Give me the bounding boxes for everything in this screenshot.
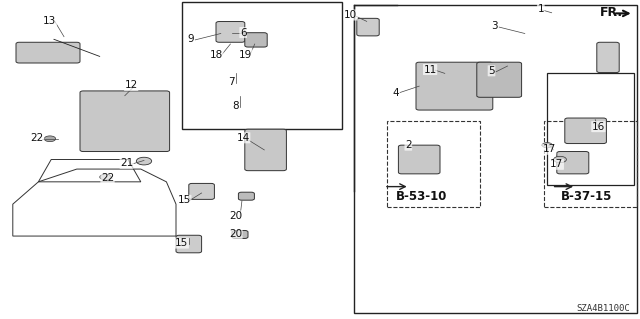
FancyBboxPatch shape	[416, 62, 493, 110]
Text: 13: 13	[44, 16, 56, 26]
Text: 10: 10	[344, 10, 357, 20]
Text: 18: 18	[210, 50, 223, 60]
Text: 16: 16	[592, 122, 605, 132]
Text: 6: 6	[240, 27, 246, 38]
Circle shape	[542, 143, 552, 148]
Circle shape	[100, 174, 111, 180]
Text: B-37-15: B-37-15	[561, 190, 612, 203]
Text: 15: 15	[178, 195, 191, 205]
Text: 14: 14	[237, 133, 250, 143]
FancyBboxPatch shape	[216, 21, 244, 42]
Text: 22: 22	[31, 133, 44, 143]
Text: 17: 17	[550, 159, 563, 169]
Text: 3: 3	[491, 21, 497, 31]
Text: B-53-10: B-53-10	[396, 190, 447, 203]
FancyBboxPatch shape	[16, 42, 80, 63]
Text: 4: 4	[392, 87, 399, 98]
FancyBboxPatch shape	[398, 145, 440, 174]
FancyBboxPatch shape	[557, 152, 589, 174]
Text: 20: 20	[229, 228, 242, 239]
Text: 7: 7	[228, 77, 235, 87]
FancyBboxPatch shape	[357, 18, 380, 36]
Text: 17: 17	[543, 144, 556, 154]
Text: 1: 1	[538, 4, 544, 14]
FancyBboxPatch shape	[477, 62, 522, 97]
FancyBboxPatch shape	[232, 230, 248, 239]
Text: 20: 20	[229, 211, 242, 221]
Text: 21: 21	[120, 158, 133, 168]
Text: 5: 5	[488, 66, 495, 76]
Text: 22: 22	[101, 173, 114, 183]
FancyBboxPatch shape	[80, 91, 170, 152]
FancyBboxPatch shape	[565, 118, 607, 144]
Text: 12: 12	[125, 80, 138, 91]
Text: 2: 2	[405, 140, 412, 150]
FancyBboxPatch shape	[176, 235, 202, 253]
FancyBboxPatch shape	[189, 183, 214, 199]
Circle shape	[136, 157, 152, 165]
FancyBboxPatch shape	[239, 192, 255, 200]
Text: 8: 8	[232, 101, 239, 111]
Text: 11: 11	[424, 64, 436, 75]
FancyBboxPatch shape	[596, 42, 620, 73]
Bar	[544, 121, 637, 207]
Text: SZA4B1100C: SZA4B1100C	[577, 304, 630, 313]
Circle shape	[554, 156, 566, 163]
FancyBboxPatch shape	[245, 33, 268, 47]
Bar	[387, 121, 480, 207]
Circle shape	[44, 136, 56, 142]
Text: 19: 19	[239, 50, 252, 60]
Bar	[182, 2, 342, 129]
Text: FR.: FR.	[600, 6, 623, 19]
Bar	[547, 73, 634, 185]
Text: 9: 9	[188, 34, 194, 44]
FancyBboxPatch shape	[244, 129, 287, 171]
Text: 15: 15	[175, 238, 188, 248]
